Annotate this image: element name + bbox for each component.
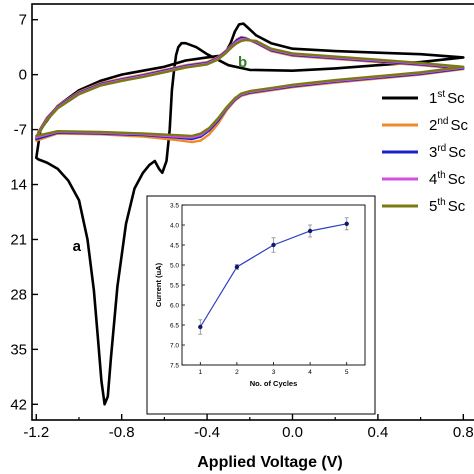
y-tick-label: 0 xyxy=(19,67,27,84)
inset-x-tick-label: 3 xyxy=(272,369,276,376)
annotation-a: a xyxy=(73,238,82,255)
inset-y-tick-label: 6.0 xyxy=(170,303,179,310)
legend-superscript: rd xyxy=(437,143,446,154)
legend-superscript: th xyxy=(437,170,445,181)
inset-data-point xyxy=(344,221,349,226)
legend-number: 5 xyxy=(429,198,437,215)
legend-superscript: th xyxy=(437,197,445,208)
x-tick-label: 0.8 xyxy=(453,424,474,441)
plot-frame xyxy=(31,3,474,421)
inset-y-tick-label: 7.0 xyxy=(170,343,179,350)
legend-superscript: st xyxy=(437,89,445,100)
legend-tail: Sc xyxy=(447,90,465,107)
inset-y-tick-label: 4.0 xyxy=(170,223,179,230)
legend-entry-3: 3rd Sc xyxy=(429,143,466,161)
x-tick-label: 0.4 xyxy=(367,424,388,441)
inset-data-point xyxy=(198,324,203,330)
inset-x-tick-label: 4 xyxy=(308,369,312,376)
legend-number: 1 xyxy=(429,90,437,107)
y-tick-label: 42 xyxy=(10,396,27,413)
x-tick-label: -1.2 xyxy=(23,424,49,441)
inset-x-tick-label: 2 xyxy=(235,369,239,376)
inset-y-axis-label: Current (uA) xyxy=(154,262,163,307)
x-axis-label: Applied Voltage (V) xyxy=(197,454,342,471)
legend-entry-2: 2nd Sc xyxy=(429,116,468,134)
inset-y-tick-label: 7.5 xyxy=(170,363,179,370)
legend-entry-4: 4th Sc xyxy=(429,170,466,188)
legend-tail: Sc xyxy=(448,198,466,215)
inset-data-point xyxy=(307,228,313,234)
x-tick-label: -0.8 xyxy=(109,424,135,441)
inset-y-tick-label: 3.5 xyxy=(170,203,179,210)
legend-superscript: nd xyxy=(437,116,448,127)
inset-y-tick-label: 6.5 xyxy=(170,323,179,330)
legend-tail: Sc xyxy=(450,117,468,134)
inset-y-tick-label: 5.0 xyxy=(170,263,179,270)
y-tick-label: 35 xyxy=(10,341,27,358)
inset-x-tick-label: 5 xyxy=(345,369,349,376)
inset-y-tick-label: 4.5 xyxy=(170,243,179,250)
y-tick-label: 14 xyxy=(10,177,27,194)
legend-number: 4 xyxy=(429,171,437,188)
series-line-5 xyxy=(35,38,465,138)
legend-number: 2 xyxy=(429,117,437,134)
annotation-b: b xyxy=(238,54,247,71)
x-tick-label: 0.0 xyxy=(282,424,303,441)
y-tick-label: -7 xyxy=(14,122,27,139)
inset-y-tick-label: 5.5 xyxy=(170,283,179,290)
inset-data-point xyxy=(271,242,276,248)
legend-number: 3 xyxy=(429,144,437,161)
inset-x-axis-label: No. of Cycles xyxy=(250,379,298,388)
x-tick-label: -0.4 xyxy=(194,424,220,441)
y-tick-label: 21 xyxy=(10,231,27,248)
inset-data-point xyxy=(234,264,240,270)
y-tick-label: 7 xyxy=(19,12,27,29)
legend-tail: Sc xyxy=(448,171,466,188)
inset-x-tick-label: 1 xyxy=(198,369,202,376)
legend-entry-1: 1st Sc xyxy=(429,89,465,107)
legend-entry-5: 5th Sc xyxy=(429,197,466,215)
y-tick-label: 28 xyxy=(10,286,27,303)
legend-tail: Sc xyxy=(448,144,466,161)
